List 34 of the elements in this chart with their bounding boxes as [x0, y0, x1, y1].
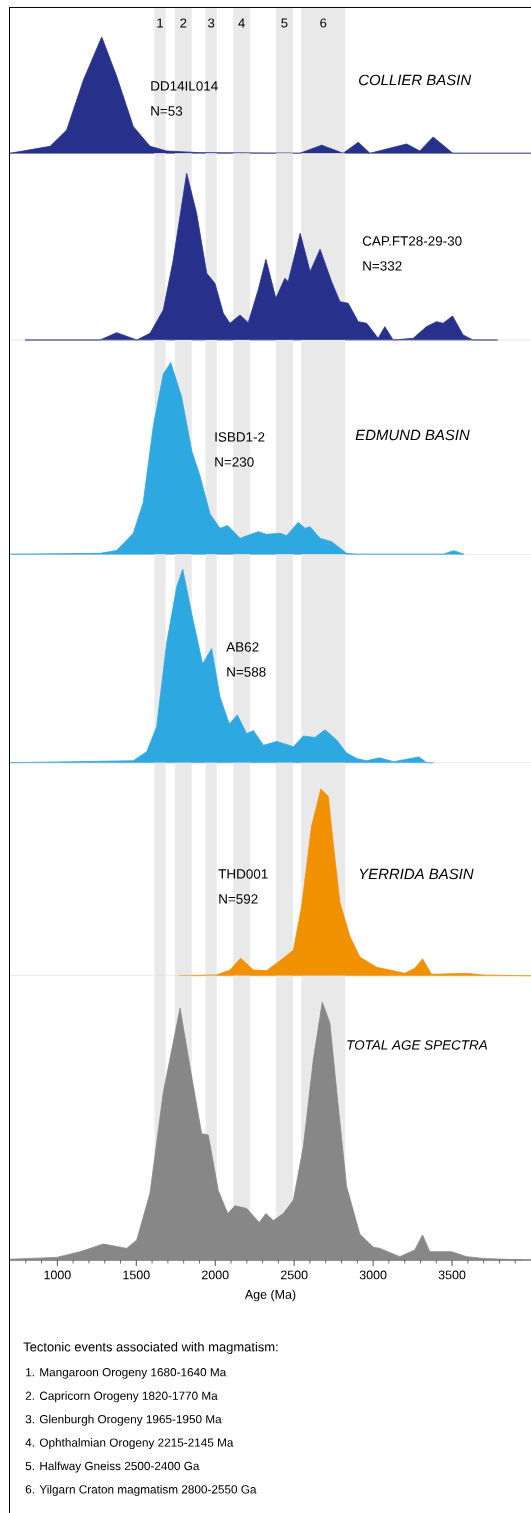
text: 3. Glenburgh Orogeny 1965-1950 Ma: [25, 1414, 222, 1426]
annotation: N=230: [215, 457, 254, 467]
annotation: N=53: [151, 106, 183, 116]
annotation: THD001: [218, 869, 268, 879]
annotation: AB62: [226, 642, 259, 652]
text: Tectonic events associated with magmatism:: [23, 1341, 278, 1355]
text: COLLIER BASIN: [359, 74, 472, 86]
text: 6. Yilgarn Craton magmatism 2800-2550 Ga: [25, 1484, 257, 1496]
text: 5. Halfway Gneiss 2500-2400 Ga: [25, 1461, 200, 1473]
text: TOTAL AGE SPECTRA: [347, 1040, 487, 1050]
x-axis-title: Age (Ma): [244, 1289, 296, 1302]
x-tick-label: 2500: [280, 1270, 308, 1280]
annotation: DD14IL014: [151, 81, 218, 91]
x-tick-label: 3500: [438, 1270, 466, 1280]
annotation: CAP.FT28-29-30: [362, 236, 462, 246]
band-label: 1: [157, 18, 163, 28]
x-tick-label: 2000: [202, 1270, 229, 1280]
band-label: 2: [180, 18, 187, 28]
annotation: N=588: [227, 667, 266, 677]
text: 1. Mangaroon Orogeny 1680-1640 Ma: [26, 1368, 227, 1379]
x-tick-label: 1500: [123, 1270, 150, 1280]
text: YERRIDA BASIN: [359, 868, 474, 880]
x-tick-label: 3000: [359, 1270, 387, 1280]
band-label: 4: [238, 18, 245, 28]
band-label: 6: [320, 18, 327, 28]
text: EDMUND BASIN: [355, 429, 470, 441]
x-tick-label: 1000: [44, 1270, 71, 1280]
band-label: 5: [281, 18, 288, 28]
annotation: ISBD1-2: [215, 432, 265, 442]
annotation: N=592: [219, 894, 258, 904]
text: 2. Capricorn Orogeny 1820-1770 Ma: [25, 1391, 218, 1403]
band-label: 3: [208, 18, 215, 28]
annotation: N=332: [363, 261, 402, 271]
text: 4. Ophthalmian Orogeny 2215-2145 Ma: [25, 1438, 234, 1450]
